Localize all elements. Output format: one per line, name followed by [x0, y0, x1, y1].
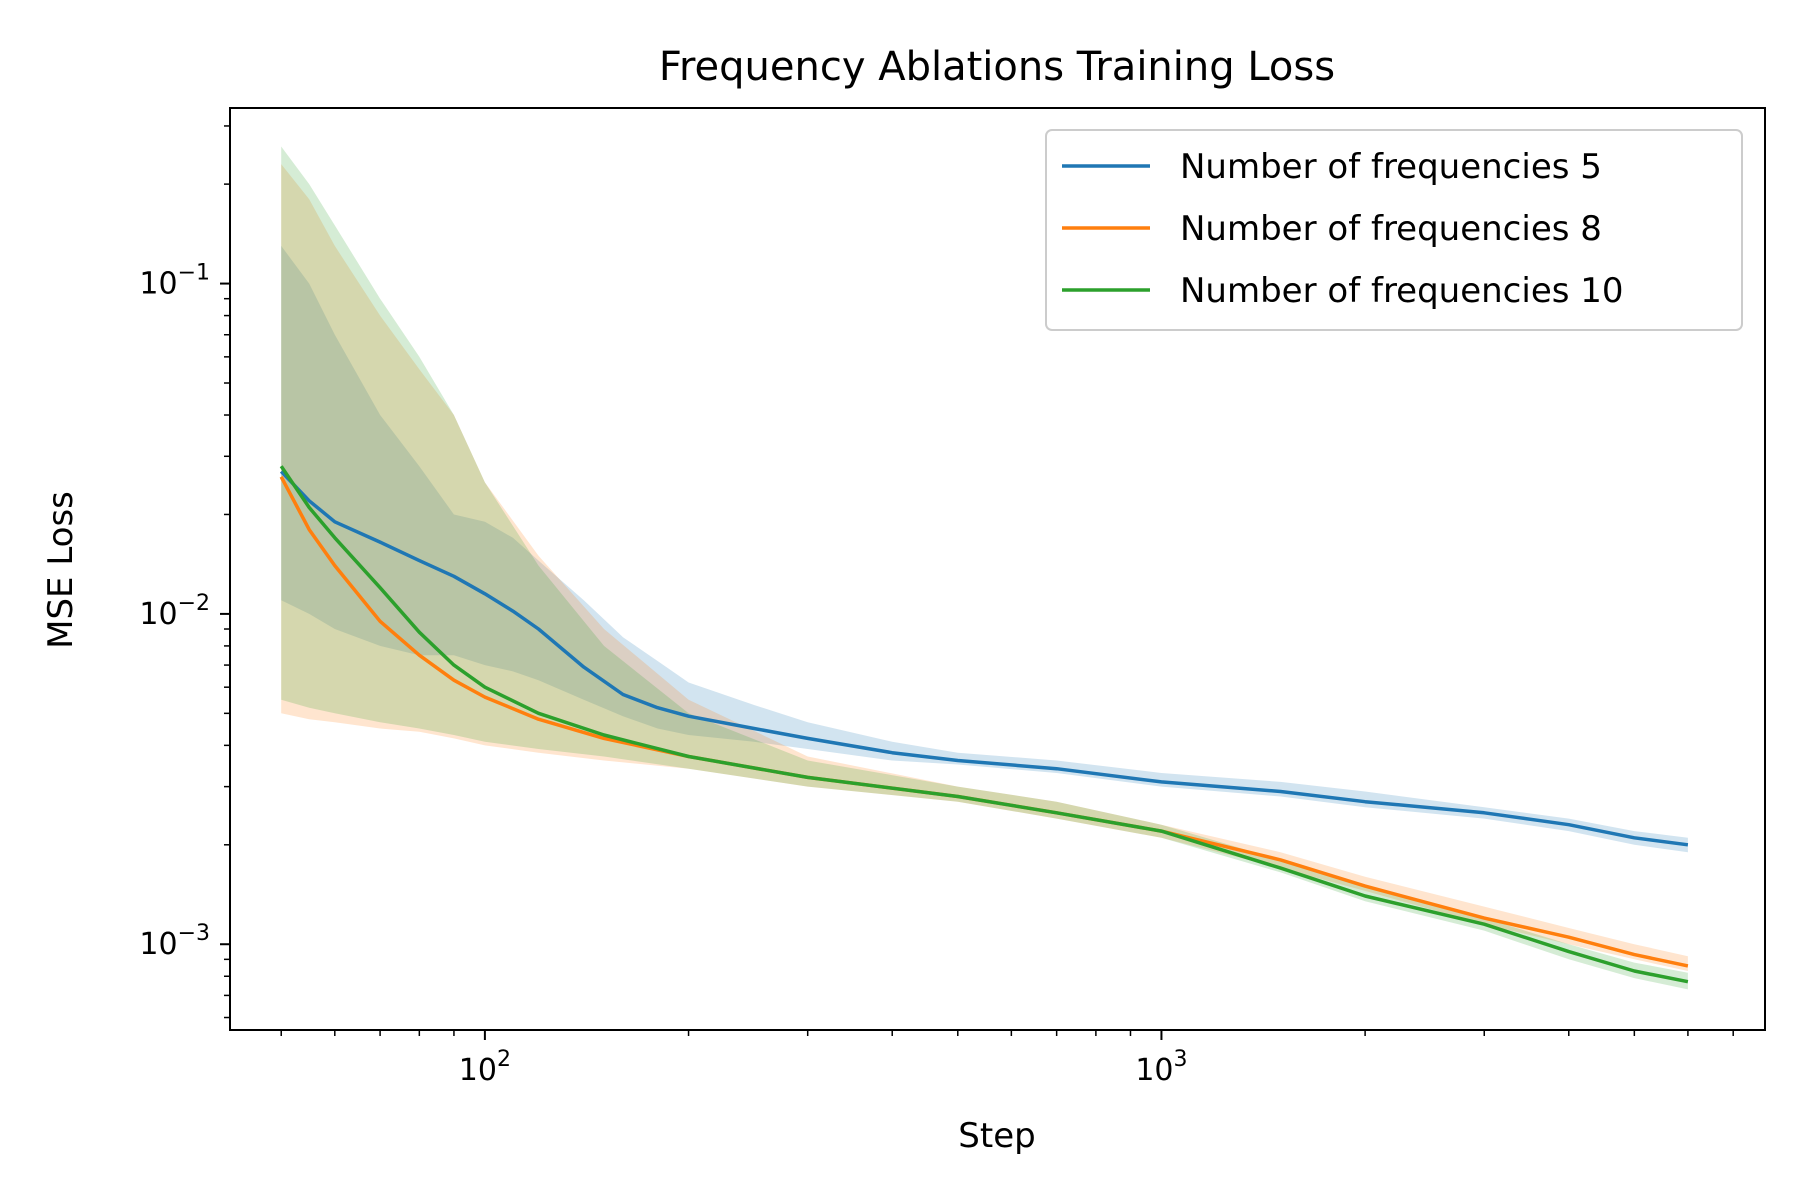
y-tick-label: 10−3: [139, 921, 210, 962]
plot-area-frame: [229, 107, 1766, 1031]
legend: Number of frequencies 5 Number of frequen…: [1045, 129, 1743, 331]
y-axis-label: MSE Loss: [41, 491, 81, 649]
x-tick-label: 102: [459, 1047, 511, 1088]
legend-label-2: Number of frequencies 8: [1180, 209, 1602, 249]
x-tick-label: 103: [1135, 1047, 1187, 1088]
chart-title: Frequency Ablations Training Loss: [659, 44, 1335, 90]
confidence-bands: [281, 146, 1688, 990]
legend-label-3: Number of frequencies 10: [1180, 271, 1624, 311]
legend-box: [1045, 129, 1743, 331]
series-lines: [279, 465, 1689, 984]
y-tick-label: 10−2: [139, 591, 210, 632]
line-series-3: [279, 465, 1689, 984]
y-axis-ticks: 10−1 10−2 10−3: [139, 125, 230, 1019]
x-axis-label: Step: [958, 1116, 1035, 1156]
legend-label-1: Number of frequencies 5: [1180, 147, 1602, 187]
line-series-1: [279, 470, 1689, 847]
band-series-1: [281, 245, 1688, 853]
y-tick-label: 10−1: [139, 261, 210, 302]
x-axis-ticks: 102 103: [280, 1030, 1734, 1088]
